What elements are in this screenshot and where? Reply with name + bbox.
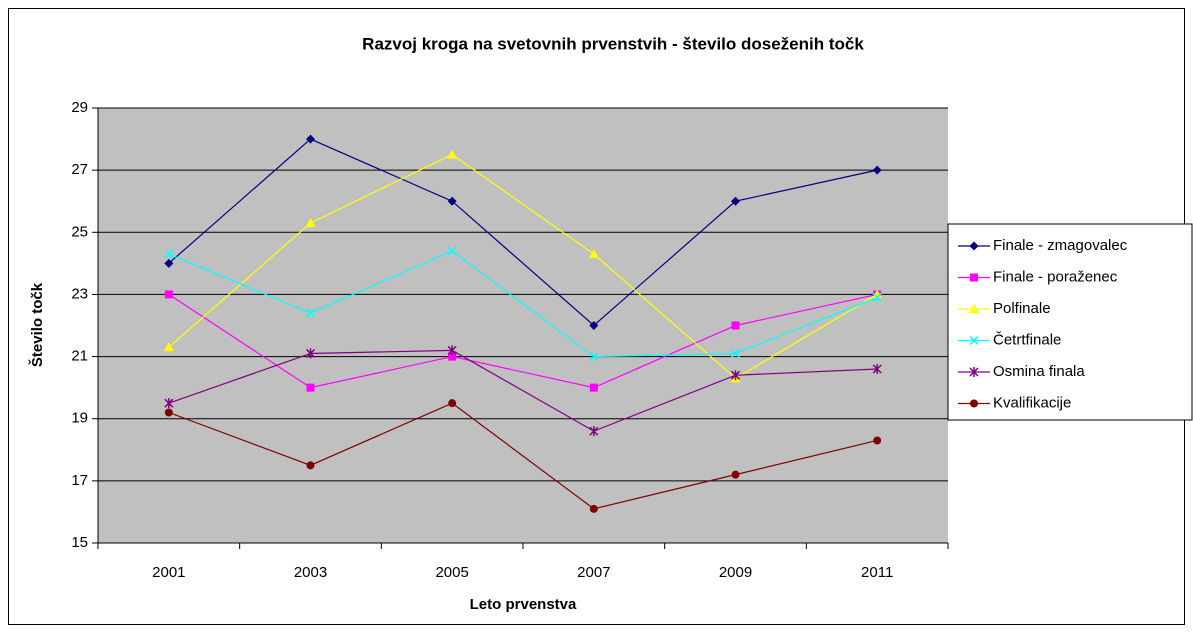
marker — [872, 364, 882, 374]
marker — [448, 399, 457, 408]
marker — [731, 470, 740, 479]
series-line — [168, 138, 878, 327]
marker — [969, 241, 979, 251]
marker — [306, 134, 315, 144]
marker — [447, 196, 457, 206]
marker — [969, 335, 979, 346]
marker — [872, 289, 883, 299]
series-line — [168, 293, 878, 389]
y-tick-label: 21 — [71, 348, 88, 365]
series-line — [168, 153, 878, 380]
x-tick-label: 2003 — [294, 564, 327, 581]
marker — [164, 290, 173, 299]
y-tick-label: 25 — [71, 223, 88, 240]
marker — [589, 426, 599, 437]
marker — [970, 273, 978, 282]
legend-label: Finale - poraženec — [993, 268, 1118, 285]
marker — [589, 383, 598, 392]
marker — [731, 321, 740, 330]
marker — [969, 304, 979, 313]
marker — [164, 249, 174, 259]
legend-label: Polfinale — [993, 300, 1051, 317]
marker — [305, 348, 316, 359]
y-tick-label: 23 — [71, 285, 88, 302]
legend-label: Finale - zmagovalec — [993, 237, 1128, 254]
marker — [164, 258, 174, 268]
x-tick-label: 2009 — [719, 564, 752, 581]
marker — [448, 352, 457, 361]
legend-label: Četrtfinale — [993, 331, 1061, 348]
marker — [305, 217, 316, 227]
marker — [730, 348, 741, 358]
marker — [873, 436, 882, 445]
y-tick-label: 15 — [71, 534, 88, 551]
marker — [969, 367, 979, 377]
legend-label: Osmina finala — [993, 363, 1085, 380]
y-tick-label: 17 — [71, 472, 88, 489]
series-line — [168, 402, 878, 510]
marker — [589, 504, 598, 513]
x-tick-label: 2005 — [435, 564, 468, 581]
y-tick-label: 29 — [71, 99, 88, 116]
marker — [306, 383, 315, 392]
series-line — [168, 250, 878, 358]
marker — [447, 149, 458, 159]
x-tick-label: 2011 — [861, 564, 893, 581]
legend-label: Kvalifikacije — [993, 394, 1071, 411]
marker — [872, 293, 882, 303]
plot-area — [98, 108, 948, 543]
legend-box — [947, 223, 1193, 421]
y-axis-title: Število točk — [28, 282, 46, 367]
marker — [872, 165, 882, 175]
x-tick-label: 2001 — [152, 564, 185, 581]
marker — [163, 342, 174, 352]
marker — [447, 345, 457, 356]
x-tick-label: 2007 — [577, 564, 610, 581]
marker — [306, 461, 315, 470]
marker — [589, 321, 599, 330]
x-axis-title: Leto prvenstva — [470, 596, 577, 613]
marker — [164, 398, 174, 409]
marker — [970, 399, 978, 408]
marker — [447, 246, 457, 256]
y-tick-label: 27 — [71, 161, 88, 178]
series-line — [168, 349, 878, 432]
marker — [731, 196, 740, 206]
marker — [305, 308, 316, 318]
marker — [588, 249, 599, 259]
y-tick-label: 19 — [71, 410, 88, 427]
marker — [589, 352, 599, 362]
chart-title: Razvoj kroga na svetovnih prvenstvih - š… — [362, 34, 864, 53]
marker — [730, 370, 741, 381]
marker — [164, 408, 173, 417]
